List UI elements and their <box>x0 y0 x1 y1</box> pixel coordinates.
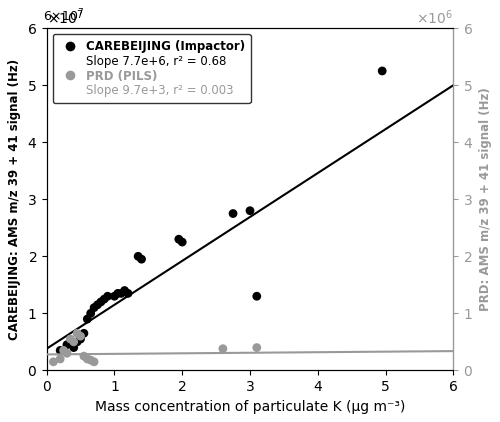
Point <box>253 293 261 300</box>
Point <box>117 290 125 297</box>
Point <box>84 316 92 322</box>
Point <box>76 335 84 342</box>
Point <box>80 353 88 360</box>
Point <box>73 338 81 345</box>
Point <box>104 293 112 300</box>
Point <box>50 358 58 365</box>
Point <box>246 207 254 214</box>
Point <box>60 347 68 354</box>
Point <box>56 356 64 362</box>
Point <box>97 299 105 306</box>
Point <box>76 333 84 340</box>
X-axis label: Mass concentration of particulate K (μg m⁻³): Mass concentration of particulate K (μg … <box>95 400 405 414</box>
Point <box>253 344 261 351</box>
Point <box>138 256 145 262</box>
Point <box>120 287 128 294</box>
Point <box>229 210 237 217</box>
Point <box>66 335 74 342</box>
Y-axis label: PRD: AMS m/z 39 + 41 signal (Hz): PRD: AMS m/z 39 + 41 signal (Hz) <box>478 87 492 311</box>
Point <box>84 356 92 362</box>
Point <box>114 290 122 297</box>
Point <box>86 357 94 363</box>
Point <box>378 68 386 74</box>
Point <box>63 341 71 348</box>
Point <box>90 358 98 365</box>
Point <box>100 296 108 303</box>
Point <box>94 301 102 308</box>
Point <box>56 347 64 354</box>
Point <box>110 293 118 300</box>
Text: 6$\times$10$^7$: 6$\times$10$^7$ <box>42 8 84 25</box>
Point <box>90 304 98 311</box>
Point <box>134 253 142 260</box>
Point <box>63 350 71 357</box>
Y-axis label: CAREBEIJING: AMS m/z 39 + 41 signal (Hz): CAREBEIJING: AMS m/z 39 + 41 signal (Hz) <box>8 59 22 340</box>
Point <box>70 344 78 351</box>
Point <box>124 290 132 297</box>
Point <box>80 330 88 337</box>
Point <box>219 345 227 352</box>
Point <box>70 338 78 345</box>
Point <box>86 310 94 317</box>
Point <box>73 330 81 337</box>
Legend: CAREBEIJING (Impactor), Slope 7.7e+6, r² = 0.68, PRD (PILS), Slope 9.7e+3, r² = : CAREBEIJING (Impactor), Slope 7.7e+6, r²… <box>52 34 250 103</box>
Point <box>175 236 183 243</box>
Point <box>178 239 186 246</box>
